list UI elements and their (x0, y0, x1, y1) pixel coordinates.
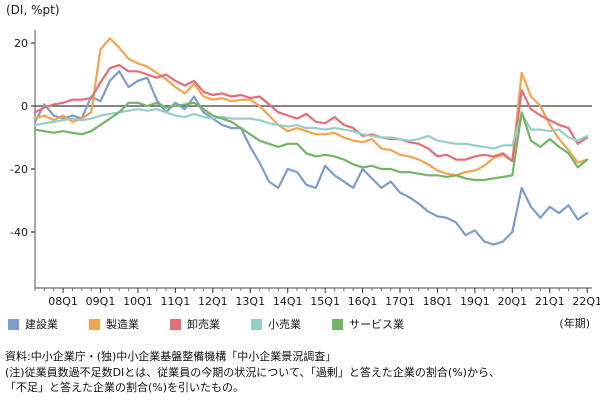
x-tick-label: 10Q1 (123, 295, 153, 308)
x-tick-label: 12Q1 (198, 295, 228, 308)
y-tick-label: 20 (14, 37, 28, 50)
legend-item-建設業: 建設業 (8, 316, 58, 332)
source-and-notes: 資料:中小企業庁・(独)中小企業基盤整備機構「中小企業景況調査」 (注)従業員数… (5, 349, 597, 396)
y-tick-label: 0 (21, 100, 28, 113)
x-tick-label: 15Q1 (310, 295, 340, 308)
legend-label: 製造業 (106, 318, 139, 331)
series-line-小売業 (33, 108, 589, 150)
legend-item-製造業: 製造業 (89, 316, 139, 332)
x-tick-label: 09Q1 (86, 295, 116, 308)
legend-swatch-icon (332, 318, 343, 330)
definition-note-line2: 「不足」と答えた企業の割合(%)を引いたもの。 (5, 381, 245, 394)
x-tick-label: 18Q1 (423, 295, 453, 308)
x-axis-unit-label: (年期) (559, 317, 590, 330)
legend-item-サービス業: サービス業 (332, 316, 404, 332)
x-tick-label: 17Q1 (385, 295, 415, 308)
legend-swatch-icon (251, 318, 262, 330)
x-tick-label: 14Q1 (273, 295, 303, 308)
y-axis-unit-label: (DI, %pt) (6, 3, 60, 17)
y-tick-label: -40 (10, 226, 28, 239)
legend-label: サービス業 (349, 318, 404, 331)
x-tick-label: 13Q1 (235, 295, 265, 308)
y-tick-label: -20 (10, 163, 28, 176)
series-line-サービス業 (33, 101, 589, 182)
series-line-建設業 (33, 70, 589, 246)
legend-swatch-icon (89, 318, 100, 330)
x-tick-label: 16Q1 (348, 295, 378, 308)
x-tick-label: 20Q1 (497, 295, 527, 308)
legend-label: 卸売業 (187, 318, 220, 331)
legend-item-小売業: 小売業 (251, 316, 301, 332)
x-tick-label: 08Q1 (48, 295, 78, 308)
legend-swatch-icon (8, 318, 19, 330)
x-tick-label: 22Q1 (572, 295, 600, 308)
x-tick-label: 11Q1 (161, 295, 191, 308)
legend-label: 小売業 (268, 318, 301, 331)
x-tick-label: 21Q1 (535, 295, 565, 308)
series-line-製造業 (33, 37, 589, 177)
series-line-卸売業 (33, 63, 589, 163)
x-tick-label: 19Q1 (460, 295, 490, 308)
definition-note-line1: (注)従業員数過不足数DIとは、従業員の今期の状況について、「過剰」と答えた企業… (5, 365, 500, 379)
legend-swatch-icon (170, 318, 181, 330)
legend-item-卸売業: 卸売業 (170, 316, 220, 332)
source-note: 資料:中小企業庁・(独)中小企業基盤整備機構「中小企業景況調査」 (5, 350, 337, 363)
legend-label: 建設業 (25, 318, 58, 331)
chart-svg: 20 0 -20 -40 08Q1 09Q1 10Q1 11Q1 12Q1 13Q1 14Q1 15Q… (10, 30, 600, 308)
chart-legend: 建設業 製造業 卸売業 小売業 サービス業 (8, 316, 404, 332)
